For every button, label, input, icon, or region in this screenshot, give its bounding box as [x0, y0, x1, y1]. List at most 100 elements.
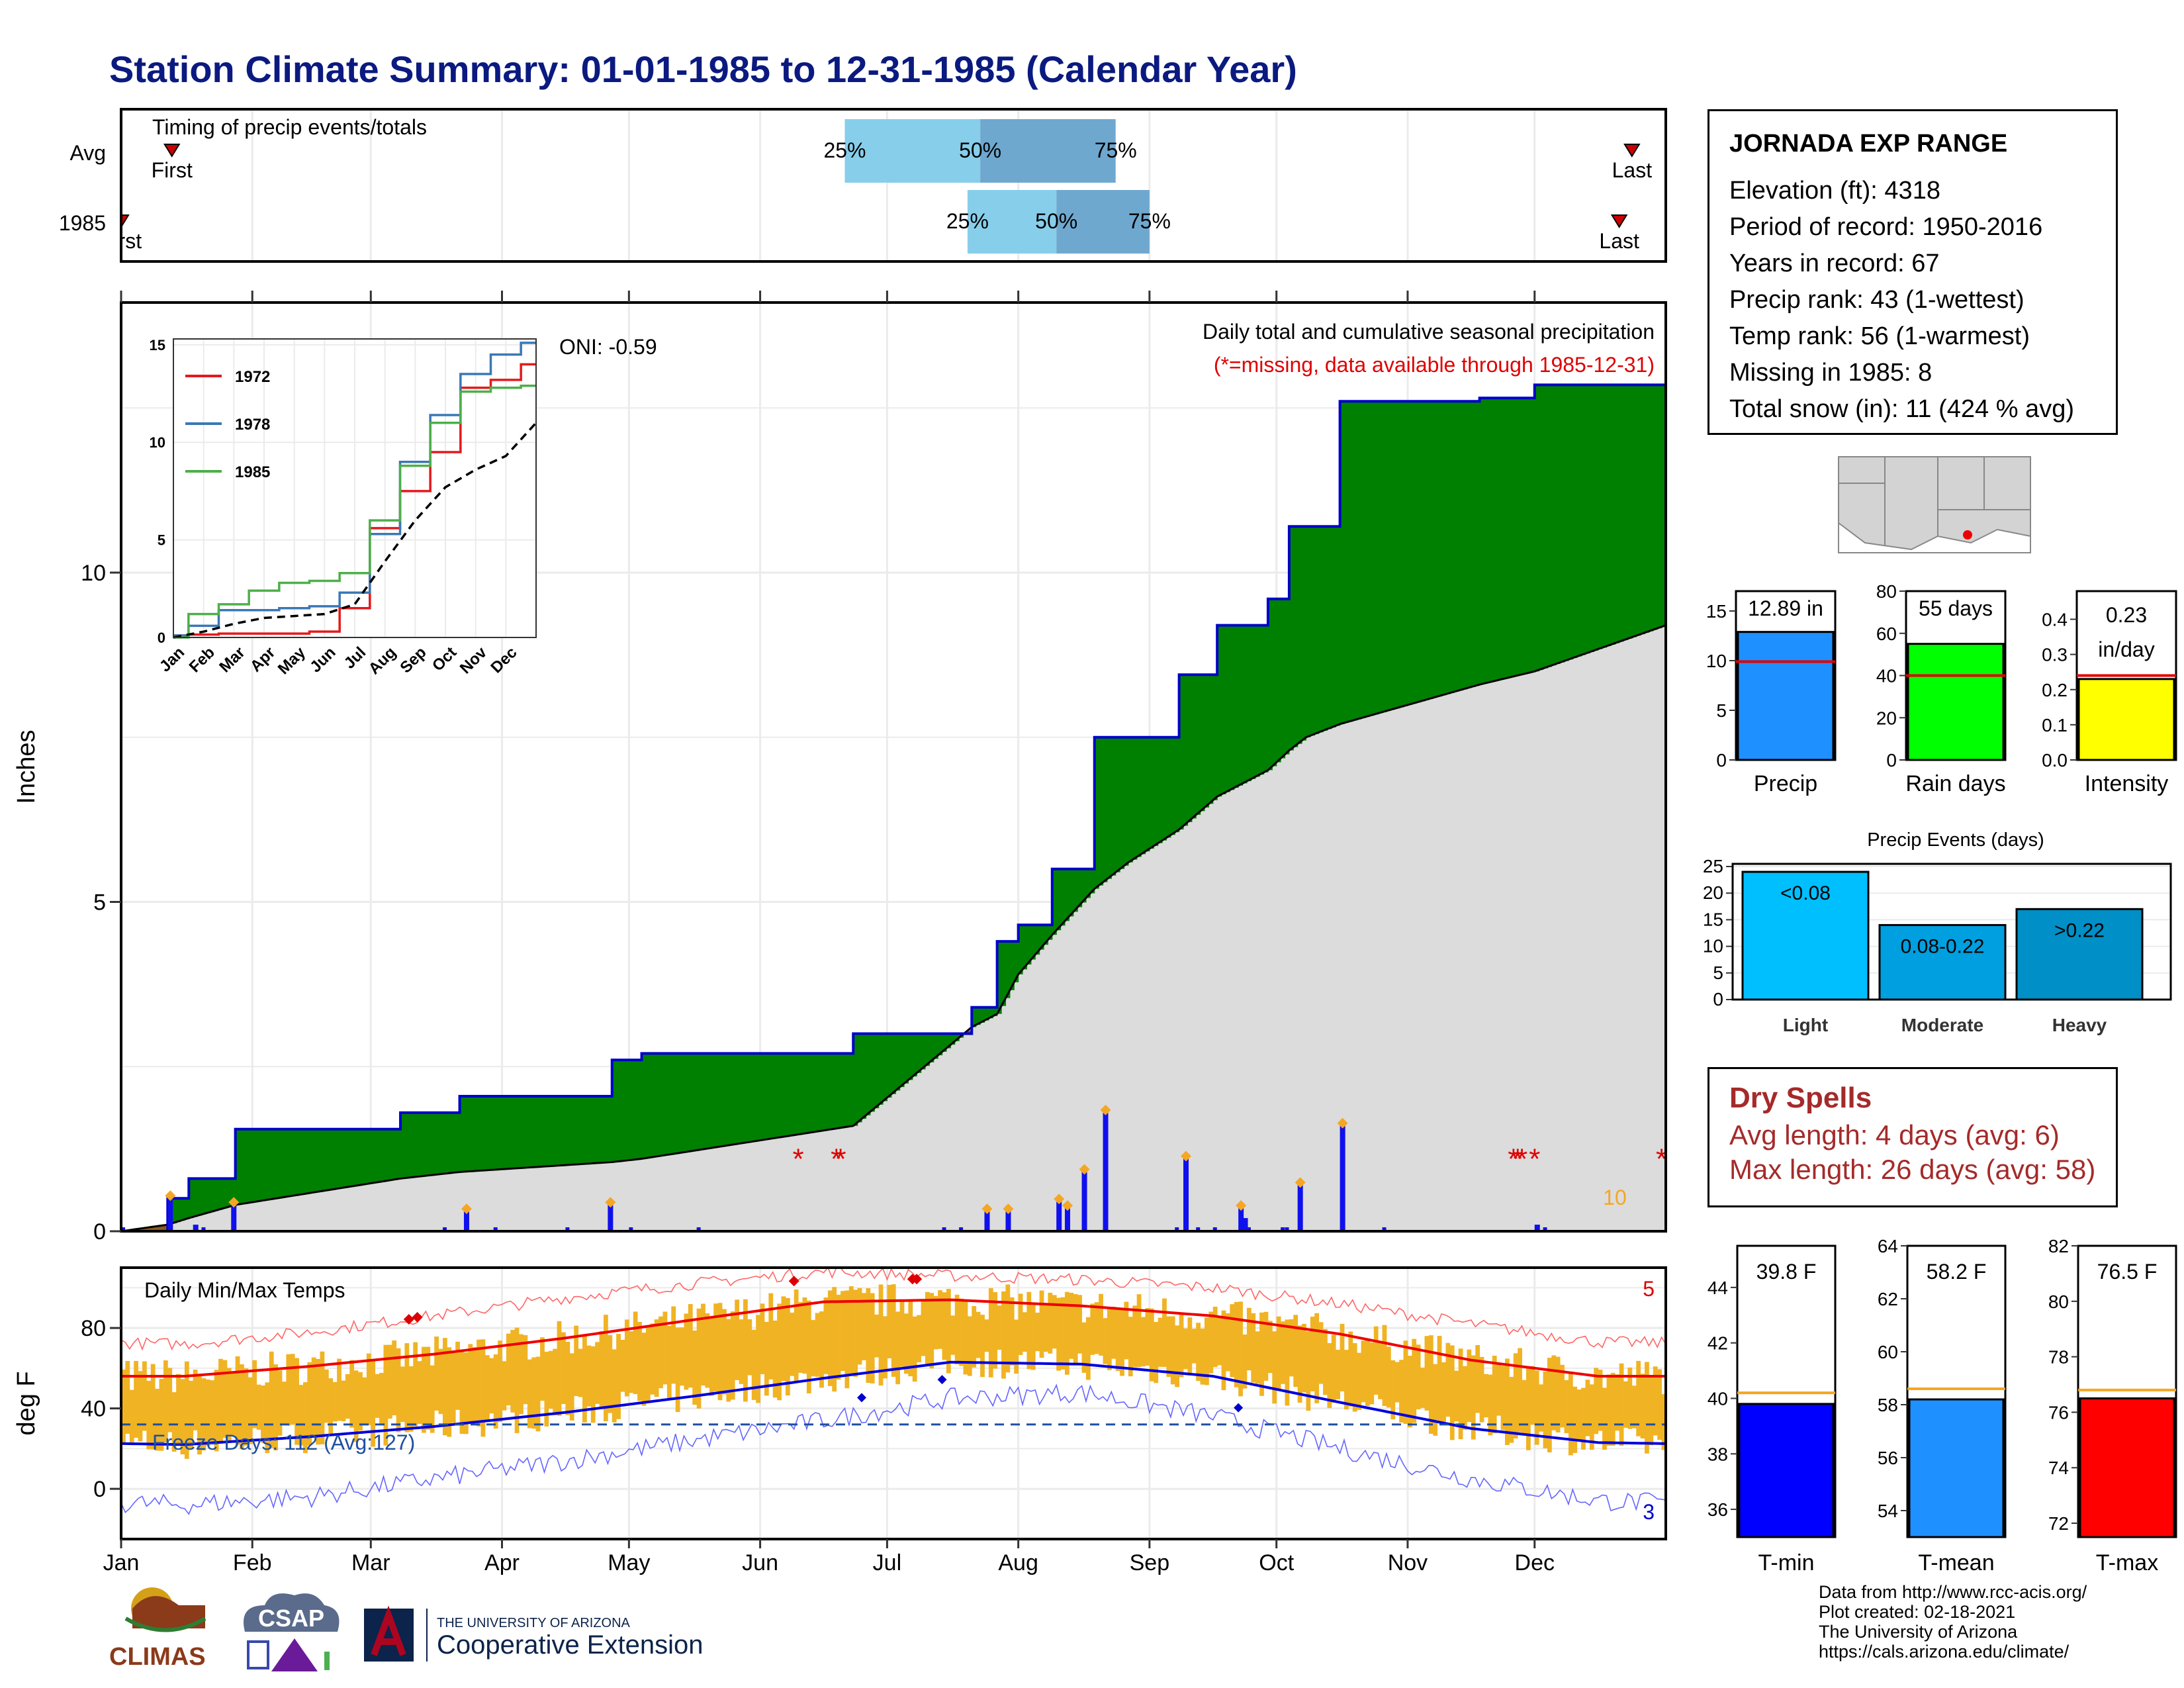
daily-temp-bar — [1289, 1319, 1294, 1377]
daily-temp-bar — [811, 1320, 816, 1377]
normal-low-line — [120, 1360, 1666, 1446]
daily-temp-bar — [375, 1374, 380, 1418]
cumulative-diff-band — [557, 1096, 562, 1166]
cumulative-diff-band — [379, 1129, 385, 1182]
daily-temp-bar — [1242, 1334, 1248, 1389]
tmax-ytick-label: 80 — [2048, 1291, 2069, 1312]
tmean-ytick-label: 60 — [1878, 1342, 1898, 1362]
daily-temp-bar — [578, 1348, 583, 1397]
cumulative-diff-band — [1238, 625, 1244, 786]
daily-temp-bar — [1281, 1321, 1285, 1384]
cumulative-diff-band — [629, 1060, 634, 1160]
cumulative-diff-band — [1039, 925, 1044, 950]
daily-temp-bar — [751, 1329, 756, 1400]
temp-ytick-label: 40 — [81, 1397, 106, 1422]
daily-temp-bar — [269, 1351, 274, 1448]
daily-temp-bar — [1064, 1291, 1069, 1375]
daily-temp-bar — [908, 1301, 913, 1377]
daily-temp-bar — [1018, 1293, 1023, 1355]
daily-temp-bar — [806, 1300, 811, 1393]
last-marker — [1623, 144, 1641, 158]
cumulative-diff-band — [1170, 737, 1175, 835]
cumulative-diff-band — [1056, 868, 1062, 931]
daily-temp-bar — [1225, 1313, 1230, 1372]
daily-temp-bar — [608, 1335, 613, 1413]
cumulative-diff-band — [1518, 398, 1523, 676]
daily-temp-bar — [1111, 1307, 1116, 1359]
cumulative-diff-band — [1627, 385, 1633, 639]
record-high-line — [120, 1266, 1666, 1351]
timing-row-label-avg: Avg — [69, 141, 106, 165]
oni-label: ONI: -0.59 — [559, 335, 657, 359]
timing-pct-label: 25% — [823, 138, 866, 162]
cumulative-diff-band — [1306, 526, 1311, 737]
daily-precip-marker — [1236, 1200, 1247, 1211]
daily-temp-bar — [1238, 1301, 1243, 1397]
daily-temp-bar — [1035, 1312, 1040, 1352]
cumulative-diff-band — [1585, 385, 1590, 654]
daily-precip-bar — [193, 1225, 199, 1231]
daily-temp-bar — [1394, 1362, 1400, 1403]
daily-temp-bar — [671, 1306, 676, 1384]
daily-precip-bar — [1246, 1227, 1251, 1231]
cumulative-diff-band — [531, 1096, 537, 1168]
daily-temp-bar — [963, 1300, 968, 1375]
daily-temp-bar — [1120, 1309, 1124, 1376]
cumulative-diff-band — [1251, 625, 1256, 779]
events-ytick-label: 5 — [1713, 962, 1723, 983]
cumulative-diff-band — [1390, 401, 1396, 710]
cumulative-diff-band — [1428, 401, 1433, 699]
precip-ytick-label: 5 — [1716, 700, 1727, 721]
precip-value-label: 12.89 in — [1748, 596, 1823, 620]
cumulative-diff-band — [523, 1096, 528, 1168]
cumulative-diff-band — [1297, 526, 1302, 744]
cumulative-diff-band — [1267, 598, 1273, 771]
event-value-label: 0.08-0.22 — [1901, 935, 1985, 957]
daily-temp-bar — [1555, 1356, 1561, 1432]
daily-temp-bar — [1471, 1355, 1476, 1440]
daily-precip-bar — [493, 1227, 498, 1231]
cumulative-diff-band — [1539, 385, 1544, 670]
cumulative-diff-band — [1081, 868, 1087, 903]
daily-temp-bar — [1369, 1342, 1375, 1405]
month-tick-label: Jan — [103, 1550, 140, 1575]
credits: Data from http://www.rcc-acis.org/ Plot … — [1819, 1582, 2087, 1662]
cumulative-diff-band — [874, 1033, 880, 1109]
daily-temp-bar — [455, 1341, 460, 1410]
record-low-line — [120, 1383, 1666, 1515]
cumulative-diff-band — [438, 1112, 443, 1175]
daily-temp-bar — [722, 1309, 727, 1395]
daily-temp-bar — [1598, 1370, 1603, 1431]
inset-frame — [173, 338, 537, 638]
cumulative-diff-band — [616, 1060, 621, 1162]
inset-legend-label: 1972 — [235, 368, 270, 386]
timing-bar-lower — [844, 119, 981, 183]
daily-temp-bar — [1293, 1315, 1298, 1387]
daily-temp-bar — [984, 1319, 989, 1352]
cumulative-diff-band — [1052, 868, 1057, 935]
daily-temp-bar — [553, 1348, 558, 1415]
daily-temp-bar — [764, 1321, 769, 1396]
event-category-label: Moderate — [1901, 1015, 1983, 1035]
cumulative-diff-band — [705, 1053, 710, 1149]
daily-temp-bar — [201, 1378, 206, 1451]
cumulative-diff-band — [1594, 385, 1599, 651]
daily-temp-bar — [802, 1297, 807, 1374]
daily-temp-bar — [345, 1374, 350, 1419]
daily-temp-bar — [747, 1319, 752, 1376]
daily-temp-bar — [1463, 1366, 1467, 1430]
cumulative-diff-band — [455, 1112, 461, 1173]
daily-temp-bar — [942, 1292, 947, 1360]
cumulative-diff-band — [1551, 385, 1557, 666]
station-location-dot — [1963, 530, 1972, 539]
daily-temp-bar — [261, 1385, 265, 1443]
daily-temp-bar — [1090, 1303, 1095, 1355]
tmin-value-label: 39.8 F — [1756, 1260, 1817, 1284]
cumulative-diff-band — [1166, 737, 1171, 838]
daily-temp-bar — [1657, 1369, 1662, 1440]
cumulative-diff-band — [1433, 401, 1438, 698]
daily-temp-bar — [531, 1357, 537, 1429]
cumulative-diff-band — [1623, 385, 1629, 641]
cumulative-diff-band — [328, 1129, 334, 1190]
cumulative-diff-band — [768, 1053, 774, 1139]
